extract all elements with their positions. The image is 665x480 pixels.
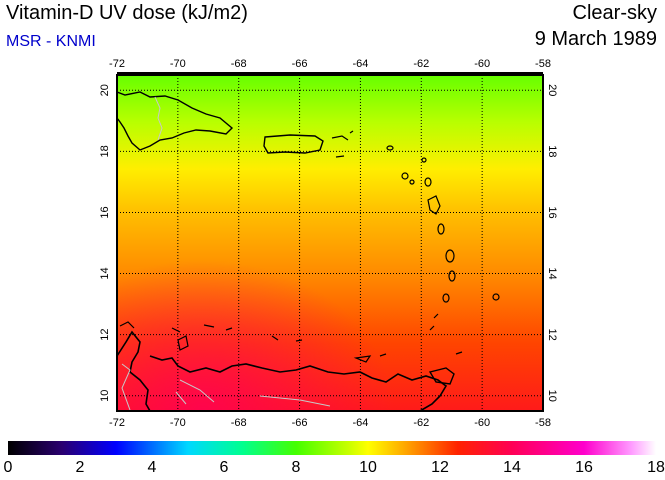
latitude-tick-label-left: 12: [99, 329, 111, 341]
latitude-tick-label-right: 16: [546, 206, 558, 218]
date-label: 9 March 1989: [534, 28, 657, 50]
colorbar-tick-label: 12: [431, 459, 449, 476]
latitude-tick-label-right: 18: [546, 145, 558, 157]
sky-condition-label: Clear-sky: [572, 2, 657, 24]
trinidad-coast: [428, 367, 455, 385]
colorbar-tick-label: 18: [647, 459, 665, 476]
longitude-tick-label-top: -58: [535, 58, 551, 70]
dose-hot-spot: [117, 75, 543, 411]
colorbar-tick-label: 4: [147, 459, 157, 476]
longitude-tick-label-bottom: -64: [352, 417, 368, 429]
colorbar-tick-label: 0: [3, 459, 13, 476]
longitude-tick-label-top: -66: [292, 58, 308, 70]
latitude-tick-label-left: 16: [99, 206, 111, 218]
latitude-tick-label-right: 12: [546, 329, 558, 341]
landmasses: [117, 91, 500, 411]
longitude-tick-label-bottom: -62: [413, 417, 429, 429]
longitude-tick-label-bottom: -60: [474, 417, 490, 429]
latitude-tick-label-right: 14: [546, 267, 558, 279]
hispaniola-coast: [117, 91, 234, 151]
longitude-tick-label-bottom: -72: [109, 417, 125, 429]
latitude-tick-label-right: 10: [546, 390, 558, 402]
longitude-tick-label-top: -64: [352, 58, 368, 70]
abc-islands: [119, 321, 463, 363]
longitude-labels-top: -72 -70 -68 -66 -64 -62 -60 -58: [109, 58, 551, 70]
longitude-tick-label-top: -68: [231, 58, 247, 70]
latitude-tick-label-right: 20: [546, 84, 558, 96]
colorbar-tick-label: 10: [359, 459, 377, 476]
colorbar-tick-label: 6: [219, 459, 229, 476]
longitude-tick-label-bottom: -70: [170, 417, 186, 429]
longitude-tick-label-bottom: -66: [292, 417, 308, 429]
latitude-labels-left: 10 12 14 16 18 20: [99, 84, 111, 402]
puerto-rico-coast: [263, 134, 324, 154]
colorbar-tick-label: 14: [503, 459, 521, 476]
virgin-islands: [331, 130, 354, 158]
venezuela-coast: [117, 330, 448, 411]
latitude-tick-label-left: 14: [99, 267, 111, 279]
hispaniola-border: [154, 96, 163, 141]
map-title: Vitamin-D UV dose (kJ/m2): [6, 2, 248, 24]
longitude-tick-label-bottom: -68: [231, 417, 247, 429]
latitude-labels-right: 10 12 14 16 18 20: [546, 84, 558, 402]
longitude-tick-label-top: -72: [109, 58, 125, 70]
colorbar: [8, 441, 656, 455]
colorbar-tick-label: 2: [75, 459, 85, 476]
colorbar-tick-label: 8: [291, 459, 301, 476]
map-frame-top-bar: [117, 72, 543, 75]
longitude-tick-label-bottom: -58: [535, 417, 551, 429]
longitude-tick-label-top: -62: [413, 58, 429, 70]
map-canvas: -72 -70 -68 -66 -64 -62 -60 -58 -72 -70 -68 -66 -64…: [99, 58, 558, 429]
longitude-tick-label-top: -70: [170, 58, 186, 70]
latitude-tick-label-left: 10: [99, 390, 111, 402]
longitude-tick-label-top: -60: [474, 58, 490, 70]
latitude-tick-label-left: 18: [99, 145, 111, 157]
lesser-antilles: [386, 145, 500, 331]
latitude-tick-label-left: 20: [99, 84, 111, 96]
grid-lines: [117, 75, 543, 411]
source-label: MSR - KNMI: [6, 33, 96, 50]
longitude-labels-bottom: -72 -70 -68 -66 -64 -62 -60 -58: [109, 417, 551, 429]
national-borders: [121, 363, 331, 411]
colorbar-tick-label: 16: [575, 459, 593, 476]
